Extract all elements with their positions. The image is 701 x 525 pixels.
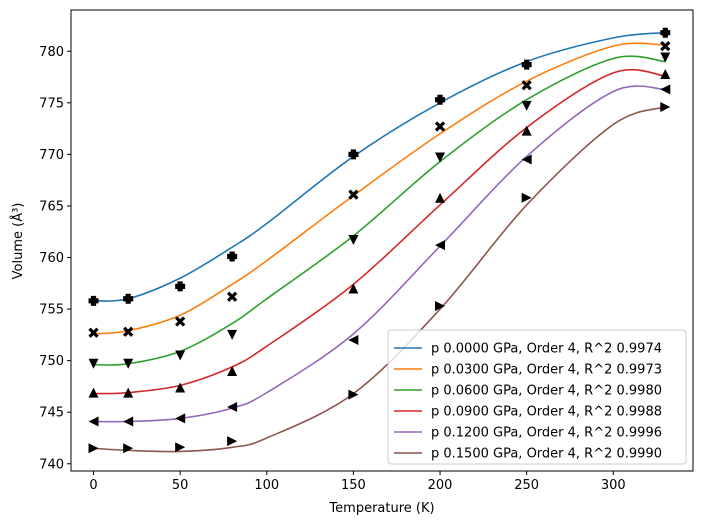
data-point [348,283,359,294]
data-point [88,416,99,427]
data-point [175,281,186,292]
y-tick-label: 775 [39,96,64,111]
data-point [88,443,99,454]
data-point [175,382,186,393]
legend-label: p 0.1500 GPa, Order 4, R^2 0.9990 [431,447,662,462]
data-point [88,295,99,306]
series-1 [88,40,671,338]
series-0 [88,27,671,306]
data-point [435,152,446,163]
data-point [348,189,359,200]
data-point [175,316,186,327]
legend-entry: p 0.0300 GPa, Order 4, R^2 0.9973 [394,363,662,378]
data-point [123,293,134,304]
x-tick-label: 300 [601,478,626,493]
x-axis-label: Temperature (K) [328,501,434,516]
data-point [660,84,671,95]
y-axis-label: Volume (Å³) [10,203,26,280]
data-point [175,442,186,453]
y-tick-label: 760 [39,251,64,266]
legend-entry: p 0.1500 GPa, Order 4, R^2 0.9990 [394,447,662,462]
data-point [660,68,671,79]
series-line [93,85,666,423]
data-point [226,291,238,302]
y-tick-label: 745 [39,406,64,421]
data-point [88,387,99,398]
data-point [123,358,134,369]
data-point [175,350,186,361]
legend-box [387,329,687,465]
data-point [348,335,359,346]
legend-entry: p 0.0900 GPa, Order 4, R^2 0.9988 [394,405,662,420]
data-point [435,94,446,105]
series-2 [88,52,671,369]
x-tick-label: 50 [172,478,189,493]
data-point [123,326,134,337]
data-point [660,101,671,112]
y-tick-label: 750 [39,354,64,369]
data-point [521,154,532,165]
x-tick-label: 100 [254,478,279,493]
x-axis: 0 50 100 150 200 250 300 [89,471,626,493]
x-tick-label: 150 [341,478,366,493]
data-point [227,436,238,447]
series-line [93,68,666,395]
x-tick-label: 0 [89,478,97,493]
data-point [123,387,134,398]
data-point [435,300,446,311]
y-tick-label: 765 [39,199,64,214]
data-point [227,402,238,413]
data-point [521,59,532,70]
legend-entry: p 0.1200 GPa, Order 4, R^2 0.9996 [394,426,662,441]
y-tick-label: 770 [39,148,64,163]
data-point [435,240,446,251]
data-point [88,358,99,369]
series-4 [88,84,671,427]
data-point [88,327,99,338]
data-point [521,192,532,203]
y-tick-label: 780 [39,45,64,60]
data-point [123,416,134,427]
x-tick-label: 250 [514,478,539,493]
data-point [521,125,532,136]
data-point [227,329,238,340]
data-point [348,234,359,245]
data-point [521,100,532,111]
legend: p 0.0000 GPa, Order 4, R^2 0.9974 p 0.030… [387,329,687,465]
data-point [348,389,359,400]
series-line [93,31,666,302]
data-point [348,149,359,160]
legend-entry: p 0.0000 GPa, Order 4, R^2 0.9974 [394,342,662,357]
x-tick-label: 200 [428,478,453,493]
axes-frame [70,9,694,472]
data-point [435,192,446,203]
legend-label: p 0.0300 GPa, Order 4, R^2 0.9973 [431,363,662,378]
legend-label: p 0.0900 GPa, Order 4, R^2 0.9988 [431,405,662,420]
series-line [93,42,666,335]
data-point [521,80,532,91]
data-point [434,121,446,132]
legend-label: p 0.1200 GPa, Order 4, R^2 0.9996 [431,426,662,441]
y-tick-label: 740 [39,457,64,472]
legend-label: p 0.0600 GPa, Order 4, R^2 0.9980 [431,384,662,399]
data-point [175,413,186,424]
plot-layer [88,27,671,454]
data-point [227,251,238,262]
legend-entry: p 0.0600 GPa, Order 4, R^2 0.9980 [394,384,662,399]
data-point [660,52,671,63]
data-point [123,443,134,454]
data-point [660,27,671,38]
y-axis: 740 745 750 755 760 765 770 775 780 [39,45,71,472]
data-point [660,40,671,52]
y-tick-label: 755 [39,303,64,318]
series-3 [88,68,671,398]
series-line [93,55,666,366]
legend-label: p 0.0000 GPa, Order 4, R^2 0.9974 [431,342,662,357]
data-point [227,365,238,376]
series-5 [88,101,671,454]
